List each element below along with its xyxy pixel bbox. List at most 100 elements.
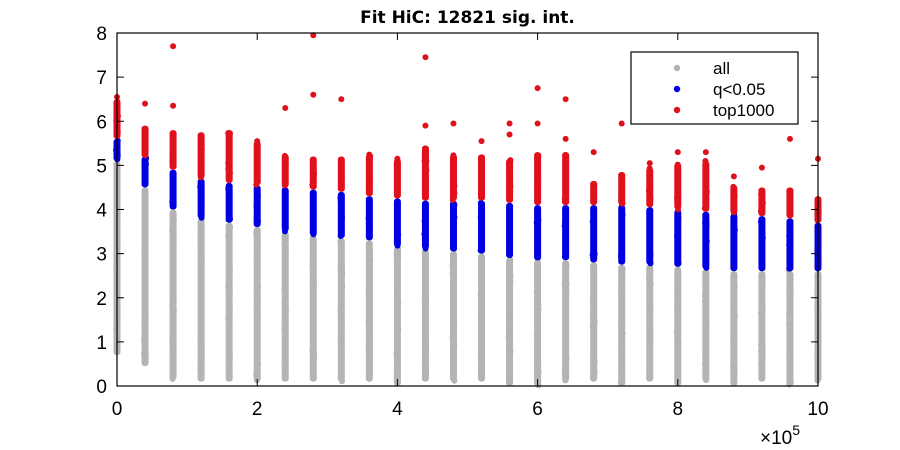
data-point [533, 219, 540, 226]
data-point [477, 292, 484, 299]
y-tick-label: 7 [96, 68, 107, 89]
data-point [141, 230, 148, 237]
data-point [423, 158, 430, 165]
data-point [142, 240, 149, 247]
data-point [562, 152, 569, 159]
data-point [281, 240, 288, 247]
data-point [507, 272, 514, 279]
data-point [365, 215, 372, 222]
data-point [702, 290, 709, 297]
data-point [702, 339, 709, 346]
data-point [449, 168, 456, 175]
series-band [337, 191, 345, 239]
data-point [646, 345, 653, 352]
data-point [759, 305, 766, 312]
data-point [394, 242, 401, 249]
data-point [310, 197, 317, 204]
outlier-point [254, 138, 261, 145]
data-point [674, 303, 681, 310]
data-point [507, 323, 514, 330]
data-point [450, 224, 457, 231]
data-point [563, 287, 570, 294]
series-band [702, 160, 710, 212]
data-point [309, 165, 316, 172]
data-point [337, 233, 344, 240]
data-point [394, 210, 401, 217]
data-point [618, 357, 625, 364]
y-tick-label: 8 [96, 24, 107, 45]
data-point [254, 294, 261, 301]
data-point [254, 298, 261, 305]
data-point [478, 263, 485, 270]
data-point [619, 275, 626, 282]
legend: all q<0.05 top1000 [630, 51, 799, 125]
data-point [618, 372, 625, 379]
data-point [786, 265, 793, 272]
data-point [114, 151, 121, 158]
data-point [507, 177, 514, 184]
outlier-point [170, 43, 177, 50]
data-point [674, 358, 681, 365]
data-point [646, 316, 653, 323]
data-point [759, 355, 766, 362]
outlier-point [618, 120, 625, 127]
data-point [534, 152, 541, 159]
data-point [114, 242, 121, 249]
data-point [590, 340, 597, 347]
data-point [225, 130, 232, 137]
data-point [366, 364, 373, 371]
outlier-point [646, 160, 653, 167]
data-point [479, 255, 486, 262]
data-point [561, 198, 568, 205]
data-point [197, 339, 204, 346]
legend-label: top1000 [713, 101, 774, 120]
data-point [170, 217, 177, 224]
data-point [618, 266, 625, 273]
data-point [451, 214, 458, 221]
data-point [562, 311, 569, 318]
data-point [337, 238, 344, 245]
data-point [787, 308, 794, 315]
data-point [114, 215, 121, 222]
data-point [338, 183, 345, 190]
data-point [478, 175, 485, 182]
outlier-point [422, 122, 429, 129]
data-point [170, 251, 177, 258]
data-point [198, 266, 205, 273]
data-point [534, 363, 541, 370]
data-point [281, 321, 288, 328]
data-point [787, 276, 794, 283]
data-point [590, 239, 597, 246]
data-point [170, 136, 177, 143]
data-point [310, 300, 317, 307]
data-point [366, 198, 373, 205]
data-point [449, 335, 456, 342]
data-point [786, 315, 793, 322]
data-point [198, 187, 205, 194]
x-tick-label: 6 [532, 399, 543, 420]
data-point [757, 218, 764, 225]
data-point [198, 139, 205, 146]
data-point [478, 190, 485, 197]
data-point [170, 240, 177, 247]
data-point [423, 167, 430, 174]
data-point [675, 196, 682, 203]
data-point [618, 289, 625, 296]
data-point [814, 287, 821, 294]
data-point [309, 282, 316, 289]
series-band [309, 235, 317, 382]
data-point [618, 310, 625, 317]
data-point [505, 374, 512, 381]
outlier-point [590, 149, 597, 156]
data-point [730, 193, 737, 200]
outlier-point [310, 32, 317, 39]
data-point [646, 303, 653, 310]
data-point [226, 351, 233, 358]
data-point [730, 356, 737, 363]
data-point [731, 312, 738, 319]
data-point [675, 214, 682, 221]
series-band [197, 132, 205, 179]
data-point [114, 128, 121, 135]
data-point [730, 287, 737, 294]
data-point [534, 184, 541, 191]
